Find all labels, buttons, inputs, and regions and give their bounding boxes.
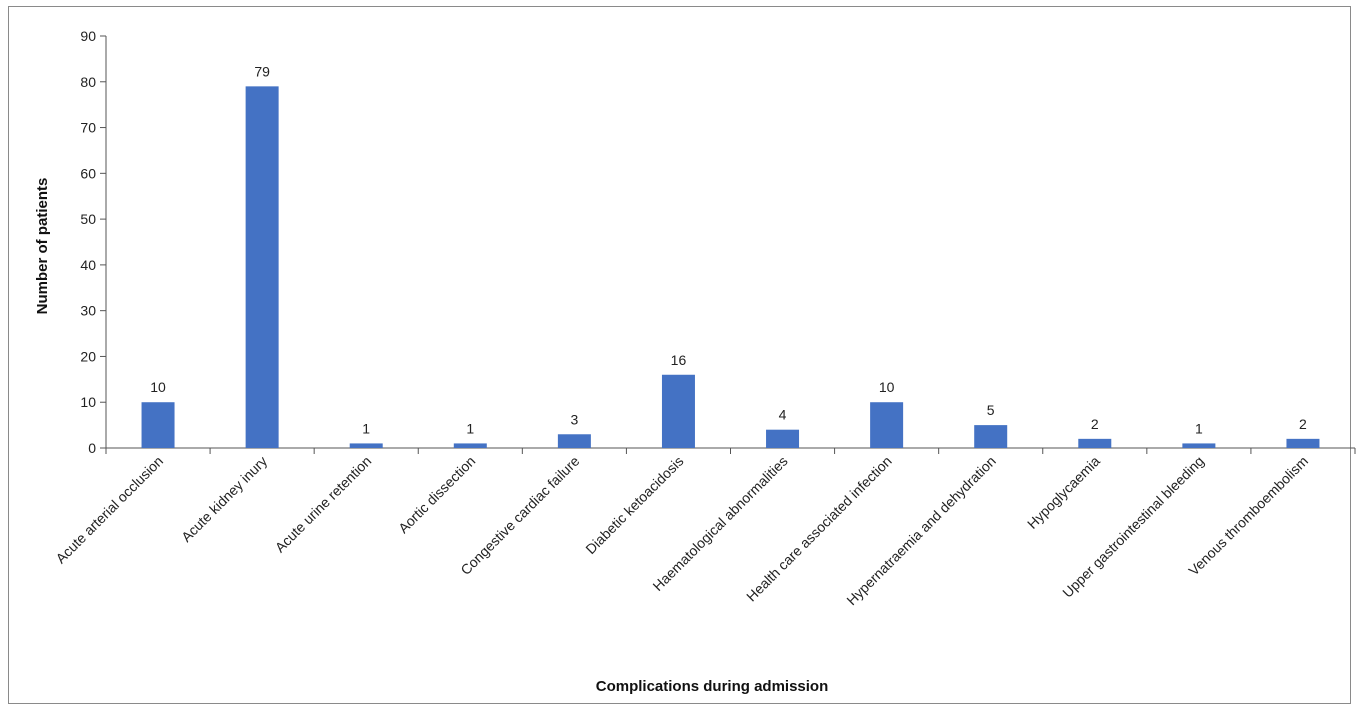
x-tick-label: Acute urine retention [272, 453, 375, 556]
y-tick-label: 90 [80, 28, 96, 44]
x-tick-label: Acute kidney inury [178, 453, 270, 545]
x-tick-label: Acute arterial occlusion [52, 453, 166, 567]
y-tick-label: 0 [88, 440, 96, 456]
data-label: 10 [879, 379, 895, 395]
data-label: 1 [1195, 420, 1203, 436]
y-tick-label: 60 [80, 165, 96, 181]
data-label: 3 [570, 411, 578, 427]
bar [870, 402, 904, 448]
y-tick-label: 30 [80, 303, 96, 319]
chart-frame [8, 6, 1351, 704]
x-tick-label: Aortic dissection [395, 453, 478, 536]
bar [1286, 438, 1320, 448]
data-label: 1 [466, 420, 474, 436]
data-label: 2 [1091, 416, 1099, 432]
x-axis [105, 447, 1356, 454]
bar [557, 434, 591, 448]
x-tick-label: Hypoglycaemia [1024, 453, 1103, 532]
x-tick-label: Congestive cardiac failure [457, 453, 582, 578]
bar [661, 374, 695, 448]
y-axis: 0 10 20 30 40 50 60 70 80 90 [80, 28, 107, 456]
data-label: 16 [671, 352, 687, 368]
data-label: 10 [150, 379, 166, 395]
bar [766, 429, 800, 448]
y-tick-label: 10 [80, 394, 96, 410]
y-tick-label: 50 [80, 211, 96, 227]
bar [349, 443, 383, 448]
bar [453, 443, 487, 448]
bar [141, 402, 175, 448]
bar [1078, 438, 1112, 448]
data-label: 1 [362, 420, 370, 436]
bar [245, 86, 279, 448]
y-tick-label: 80 [80, 74, 96, 90]
data-label: 79 [254, 63, 270, 79]
x-axis-title: Complications during admission [596, 678, 829, 695]
x-tick-label: Venous thromboembolism [1185, 453, 1311, 579]
y-tick-label: 20 [80, 348, 96, 364]
data-label: 4 [779, 407, 787, 423]
y-tick-label: 70 [80, 120, 96, 136]
bars [141, 86, 1320, 448]
x-tick-labels: Acute arterial occlusion Acute kidney inu… [52, 453, 1311, 609]
y-axis-title: Number of patients [34, 178, 51, 315]
bar [1182, 443, 1216, 448]
data-label: 2 [1299, 416, 1307, 432]
y-tick-label: 40 [80, 257, 96, 273]
bar [974, 425, 1008, 448]
data-label: 5 [987, 402, 995, 418]
x-tick-label: Diabetic ketoacidosis [582, 453, 686, 557]
data-labels: 10 79 1 1 3 16 4 10 5 2 1 2 [150, 63, 1307, 436]
